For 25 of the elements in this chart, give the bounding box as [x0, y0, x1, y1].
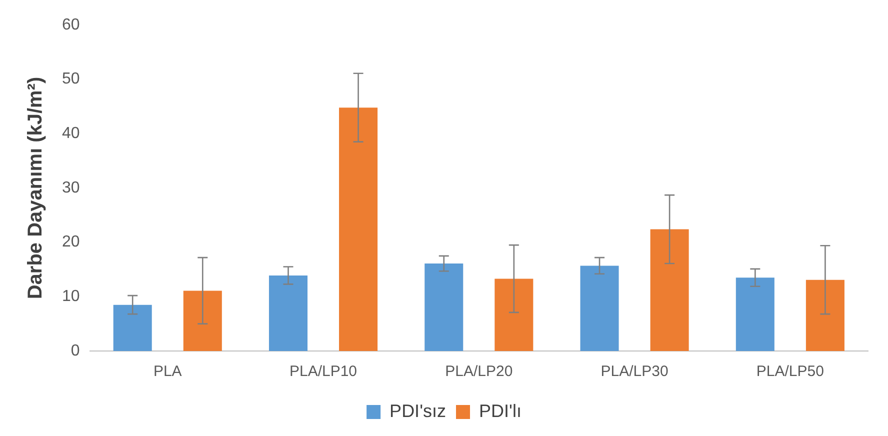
x-tick-label: PLA/LP30 — [600, 363, 668, 380]
x-tick-label: PLA/LP20 — [445, 363, 513, 380]
y-tick-label: 20 — [62, 234, 80, 251]
bar — [424, 264, 464, 351]
bar — [113, 304, 152, 351]
y-tick-label: 50 — [62, 70, 80, 88]
bar — [650, 229, 689, 351]
x-tick-label: PLA — [153, 363, 182, 380]
x-tick-label: PLA/LP10 — [289, 363, 358, 380]
y-tick-label: 30 — [62, 179, 80, 196]
bar — [494, 278, 534, 351]
bar — [268, 275, 308, 351]
y-tick-label: 0 — [70, 342, 80, 360]
y-tick-label: 10 — [62, 288, 80, 306]
legend-label: PDI'sız — [390, 400, 446, 421]
y-tick-label: 40 — [62, 125, 80, 142]
y-tick-label: 60 — [62, 16, 80, 34]
legend-label: PDI'lı — [479, 400, 522, 421]
bar — [736, 278, 774, 351]
x-tick-label: PLA/LP50 — [756, 363, 824, 380]
bar — [806, 280, 844, 351]
bar — [580, 266, 619, 351]
bar — [339, 108, 378, 351]
bar — [183, 290, 222, 351]
y-axis-title: Darbe Dayanımı (kJ/m²) — [24, 76, 47, 300]
